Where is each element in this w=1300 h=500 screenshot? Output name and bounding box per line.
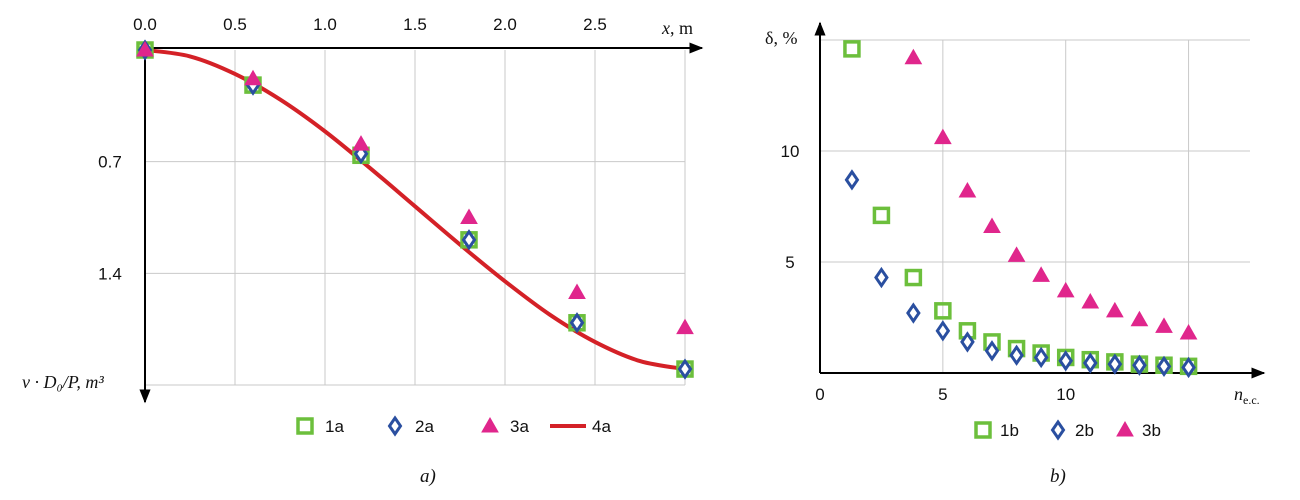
legend-symbol-2b <box>1050 419 1066 441</box>
x-tick-label: 1.5 <box>403 15 427 34</box>
point-3a <box>136 40 154 57</box>
legend-label-4a: 4a <box>592 417 611 436</box>
x-tick-label: 2.0 <box>493 15 517 34</box>
chart-a-y-ticks: 0.7 1.4 <box>98 153 122 284</box>
x-tick-label: 1.0 <box>313 15 337 34</box>
legend-symbol-3a <box>481 416 499 433</box>
point-2b <box>906 302 921 324</box>
legend-label-2a: 2a <box>415 417 434 436</box>
x-tick-label: 0 <box>815 385 824 404</box>
point-2b <box>1033 346 1049 369</box>
point-2b <box>1082 352 1098 374</box>
point-3b <box>1056 281 1075 298</box>
point-3b <box>958 181 977 198</box>
legend-symbol-1a <box>296 417 314 435</box>
point-2b <box>960 331 975 353</box>
chart-a-legend: 1a 2a 3a 4a <box>296 415 611 437</box>
point-3b <box>933 128 952 145</box>
point-3a <box>244 69 262 86</box>
point-3b <box>1155 317 1173 333</box>
chart-a-x-ticks: 0.0 0.5 1.0 1.5 2.0 2.5 <box>133 15 607 34</box>
chart-a-plot <box>136 39 694 380</box>
point-2b <box>1132 354 1147 376</box>
x-tick-label: 10 <box>1056 385 1075 404</box>
point-3b <box>1007 246 1026 262</box>
point-2a <box>569 312 585 334</box>
point-1b <box>872 206 891 225</box>
chart-b-y-label: δ, % <box>765 28 797 48</box>
chart-b-x-label: ne.c. <box>1234 384 1260 407</box>
point-2b <box>984 340 1000 362</box>
y-tick-label: 0.7 <box>98 153 122 172</box>
x-tick-label: 0.0 <box>133 15 157 34</box>
point-2b <box>874 266 889 289</box>
chart-b-legend: 1b 2b 3b <box>974 419 1161 441</box>
chart-b-caption: b) <box>1050 466 1066 487</box>
point-2b <box>844 169 860 191</box>
legend-label-3a: 3a <box>510 417 529 436</box>
x-tick-label: 2.5 <box>583 15 607 34</box>
point-2b <box>1058 350 1074 372</box>
x-tick-label: 5 <box>938 385 947 404</box>
chart-b-x-ticks: 0 5 10 <box>815 385 1075 404</box>
chart-b-y-ticks: 5 10 <box>781 142 800 272</box>
chart-a-y-label: v · D₀/P, m³ <box>22 372 104 392</box>
point-3b <box>1032 266 1051 282</box>
legend-label-3b: 3b <box>1142 421 1161 440</box>
point-2b <box>1009 344 1024 366</box>
legend-label-2b: 2b <box>1075 421 1094 440</box>
chart-a-grid <box>145 50 686 386</box>
point-2b <box>935 320 951 342</box>
point-3b <box>1105 301 1124 318</box>
chart-b-grid <box>820 39 1250 373</box>
y-tick-label: 10 <box>781 142 800 161</box>
point-2b <box>1181 356 1196 379</box>
point-1b <box>934 302 952 320</box>
x-tick-label: 0.5 <box>223 15 247 34</box>
point-3a <box>460 208 478 224</box>
chart-b-plot <box>843 40 1198 379</box>
point-3a <box>568 283 586 299</box>
point-3b <box>1179 324 1198 340</box>
series-line-4a <box>144 48 686 372</box>
chart-a-x-label: x, m <box>661 18 693 38</box>
legend-symbol-3b <box>1116 420 1134 437</box>
point-3b <box>1081 292 1100 309</box>
chart-a-caption: a) <box>420 466 436 487</box>
point-2a <box>677 358 693 380</box>
point-2b <box>1107 353 1123 375</box>
legend-label-1a: 1a <box>325 417 344 436</box>
point-3a <box>352 135 370 151</box>
point-3b <box>904 48 923 65</box>
chart-a: 0.0 0.5 1.0 1.5 2.0 2.5 0.7 1.4 x, m v · D₀/P,… <box>22 15 704 487</box>
point-2b <box>1156 355 1172 377</box>
point-1b <box>843 40 861 58</box>
point-1b <box>904 268 923 287</box>
point-3b <box>983 217 1001 233</box>
chart-b: 0 5 10 5 10 δ, % ne.c. 1b 2b 3b b) <box>765 21 1266 487</box>
point-2a <box>461 229 477 251</box>
legend-symbol-2a <box>387 415 403 437</box>
y-tick-label: 1.4 <box>98 264 122 283</box>
legend-symbol-1b <box>974 421 992 439</box>
legend-label-1b: 1b <box>1000 421 1019 440</box>
point-3b <box>1130 310 1149 327</box>
point-3a <box>676 318 694 335</box>
y-tick-label: 5 <box>785 253 794 272</box>
